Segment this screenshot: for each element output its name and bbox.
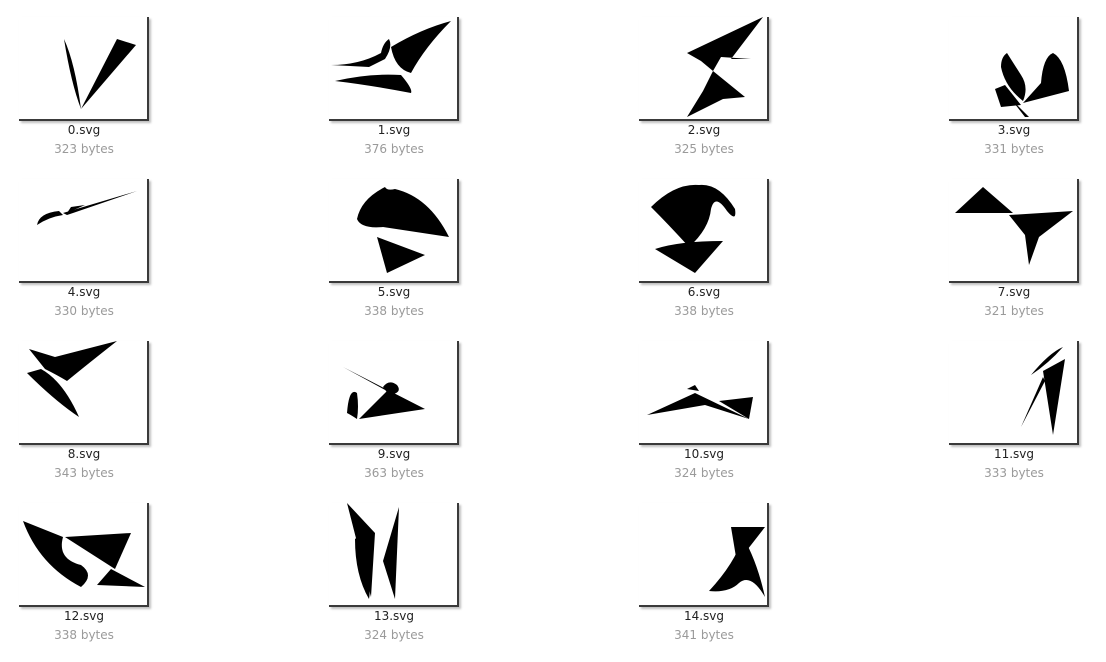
file-name: 7.svg bbox=[997, 285, 1031, 299]
file-tile-13[interactable]: 13.svg 324 bytes bbox=[329, 503, 469, 653]
file-tile-4[interactable]: 4.svg 330 bytes bbox=[19, 179, 159, 329]
file-tile-5[interactable]: 5.svg 338 bytes bbox=[329, 179, 469, 329]
svg-thumbnail-icon bbox=[329, 179, 459, 283]
file-tile-6[interactable]: 6.svg 338 bytes bbox=[639, 179, 779, 329]
file-name: 12.svg bbox=[63, 609, 105, 623]
file-name: 11.svg bbox=[993, 447, 1035, 461]
file-tile-9[interactable]: 9.svg 363 bytes bbox=[329, 341, 469, 491]
svg-thumbnail-icon bbox=[19, 17, 149, 121]
svg-thumbnail-icon bbox=[19, 341, 149, 445]
file-size: 324 bytes bbox=[674, 466, 734, 480]
file-name: 8.svg bbox=[67, 447, 101, 461]
svg-thumbnail-icon bbox=[639, 179, 769, 283]
file-size: 331 bytes bbox=[984, 142, 1044, 156]
file-size: 333 bytes bbox=[984, 466, 1044, 480]
file-size: 338 bytes bbox=[364, 304, 424, 318]
svg-thumbnail-icon bbox=[329, 17, 459, 121]
file-tile-11[interactable]: 11.svg 333 bytes bbox=[949, 341, 1089, 491]
file-tile-7[interactable]: 7.svg 321 bytes bbox=[949, 179, 1089, 329]
file-tile-12[interactable]: 12.svg 338 bytes bbox=[19, 503, 159, 653]
svg-thumbnail-icon bbox=[949, 17, 1079, 121]
file-size: 330 bytes bbox=[54, 304, 114, 318]
file-name: 13.svg bbox=[373, 609, 415, 623]
file-name: 3.svg bbox=[997, 123, 1031, 137]
file-name: 6.svg bbox=[687, 285, 721, 299]
file-name: 10.svg bbox=[683, 447, 725, 461]
file-name: 2.svg bbox=[687, 123, 721, 137]
file-size: 338 bytes bbox=[674, 304, 734, 318]
file-size: 338 bytes bbox=[54, 628, 114, 642]
file-name: 0.svg bbox=[67, 123, 101, 137]
svg-thumbnail-icon bbox=[639, 17, 769, 121]
file-size: 324 bytes bbox=[364, 628, 424, 642]
file-size: 321 bytes bbox=[984, 304, 1044, 318]
svg-thumbnail-icon bbox=[639, 503, 769, 607]
file-size: 323 bytes bbox=[54, 142, 114, 156]
svg-thumbnail-icon bbox=[949, 179, 1079, 283]
svg-thumbnail-icon bbox=[19, 503, 149, 607]
file-size: 341 bytes bbox=[674, 628, 734, 642]
file-tile-0[interactable]: 0.svg 323 bytes bbox=[19, 17, 159, 167]
file-name: 14.svg bbox=[683, 609, 725, 623]
file-tile-8[interactable]: 8.svg 343 bytes bbox=[19, 341, 159, 491]
file-tile-2[interactable]: 2.svg 325 bytes bbox=[639, 17, 779, 167]
file-name: 5.svg bbox=[377, 285, 411, 299]
file-size: 343 bytes bbox=[54, 466, 114, 480]
file-tile-1[interactable]: 1.svg 376 bytes bbox=[329, 17, 469, 167]
file-size: 376 bytes bbox=[364, 142, 424, 156]
file-name: 4.svg bbox=[67, 285, 101, 299]
file-size: 325 bytes bbox=[674, 142, 734, 156]
svg-thumbnail-icon bbox=[329, 503, 459, 607]
svg-thumbnail-icon bbox=[639, 341, 769, 445]
file-name: 1.svg bbox=[377, 123, 411, 137]
svg-thumbnail-icon bbox=[19, 179, 149, 283]
svg-thumbnail-icon bbox=[329, 341, 459, 445]
file-tile-3[interactable]: 3.svg 331 bytes bbox=[949, 17, 1089, 167]
file-tile-10[interactable]: 10.svg 324 bytes bbox=[639, 341, 779, 491]
svg-thumbnail-icon bbox=[949, 341, 1079, 445]
file-tile-14[interactable]: 14.svg 341 bytes bbox=[639, 503, 779, 653]
file-name: 9.svg bbox=[377, 447, 411, 461]
file-size: 363 bytes bbox=[364, 466, 424, 480]
